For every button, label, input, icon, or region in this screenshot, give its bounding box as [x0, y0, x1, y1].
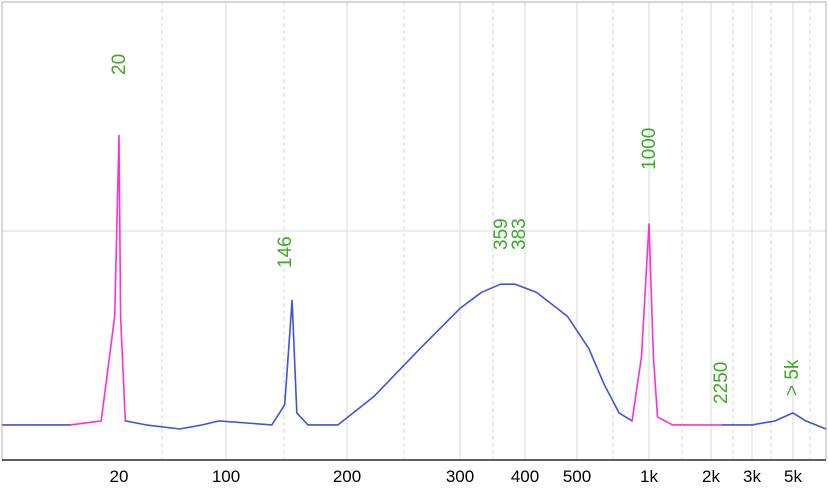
sample-trace: [124, 283, 633, 430]
peak-label: 20: [109, 54, 130, 75]
x-tick-label: 100: [212, 467, 240, 486]
peak-label: 1000: [639, 128, 660, 170]
x-tick-label: 300: [446, 467, 474, 486]
x-tick-label: 200: [333, 467, 361, 486]
x-tick-label: 3k: [743, 467, 761, 486]
peak-label: 359: [491, 218, 512, 250]
x-tick-label: 2k: [702, 467, 720, 486]
peak-label: 146: [275, 236, 296, 268]
marker-trace: [631, 223, 724, 426]
peak-label: 2250: [711, 362, 732, 404]
trace-group: [1, 134, 827, 430]
marker-trace: [69, 134, 127, 426]
x-tick-labels: 20 100 200 300 400 500 1k 2k 3k 5k: [110, 467, 803, 486]
sample-trace: [722, 412, 827, 430]
x-tick-label: 20: [110, 467, 129, 486]
x-tick-label: 5k: [784, 467, 802, 486]
plot-frame: [1, 1, 827, 461]
x-tick-label: 400: [511, 467, 539, 486]
peak-label: 383: [509, 218, 530, 250]
peak-label: > 5k: [782, 359, 803, 396]
x-tick-label: 1k: [640, 467, 658, 486]
x-tick-label: 500: [563, 467, 591, 486]
